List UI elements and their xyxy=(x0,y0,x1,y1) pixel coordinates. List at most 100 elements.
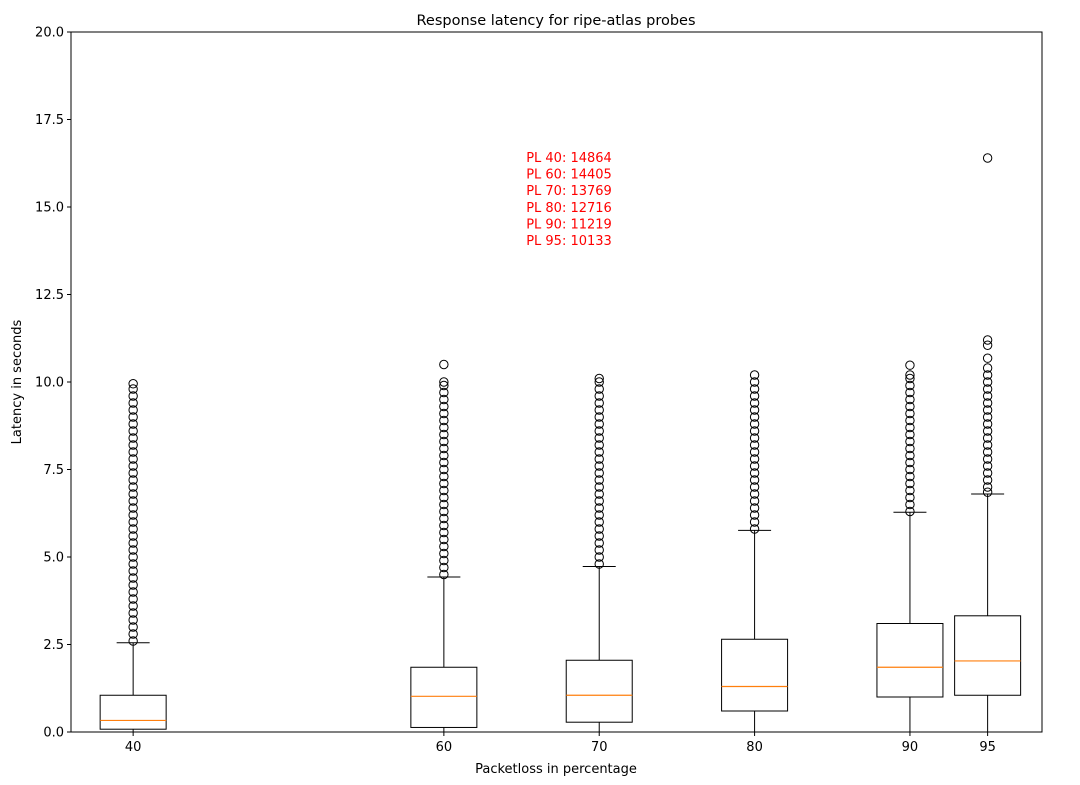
y-tick-label: 7.5 xyxy=(43,463,64,478)
outlier-point xyxy=(749,419,760,429)
outlier-point xyxy=(439,520,449,531)
outlier-point xyxy=(982,454,993,464)
outlier-point xyxy=(439,377,449,387)
outlier-point xyxy=(905,429,915,440)
outlier-point xyxy=(128,517,138,527)
outlier-point xyxy=(594,426,604,436)
outlier-point xyxy=(594,405,604,415)
outlier-point xyxy=(128,419,138,429)
box-iqr xyxy=(954,615,1022,696)
x-tick-label: 70 xyxy=(591,740,608,755)
outlier-point xyxy=(594,433,604,443)
outlier-point xyxy=(128,545,138,555)
outlier-point xyxy=(982,335,993,345)
outlier-point xyxy=(439,401,449,412)
outlier-point xyxy=(439,380,449,391)
outlier-point xyxy=(749,405,760,415)
outlier-point xyxy=(982,433,993,443)
x-tick-label: 80 xyxy=(746,740,763,755)
outlier-point xyxy=(128,538,138,548)
outlier-point xyxy=(128,489,138,499)
outlier-point xyxy=(749,482,760,492)
box-iqr xyxy=(876,623,944,698)
outlier-point xyxy=(594,384,604,394)
outlier-point xyxy=(749,454,760,464)
outlier-point xyxy=(128,510,138,520)
annotation-line: PL 80: 12716 xyxy=(526,201,612,216)
outlier-point xyxy=(905,408,915,419)
outlier-point xyxy=(439,513,449,524)
outlier-point xyxy=(982,419,993,429)
outlier-point xyxy=(749,524,760,534)
outlier-point xyxy=(594,503,604,513)
chart-title: Response latency for ripe-atlas probes xyxy=(416,13,695,29)
outlier-point xyxy=(128,461,138,471)
annotation-line: PL 40: 14864 xyxy=(526,151,612,166)
y-tick-label: 0.0 xyxy=(43,726,64,741)
outlier-point xyxy=(439,457,449,468)
outlier-point xyxy=(905,370,915,380)
outlier-point xyxy=(594,538,604,548)
outlier-point xyxy=(982,363,993,373)
outlier-point xyxy=(594,373,604,384)
outlier-point xyxy=(982,447,993,457)
y-tick-label: 5.0 xyxy=(43,551,64,566)
outlier-point xyxy=(439,527,449,538)
outlier-point xyxy=(749,377,760,387)
outlier-point xyxy=(749,517,760,527)
outlier-point xyxy=(594,447,604,457)
outlier-point xyxy=(594,482,604,492)
outlier-point xyxy=(905,373,915,384)
outlier-point xyxy=(749,412,760,422)
outlier-point xyxy=(594,517,604,527)
x-tick-label: 95 xyxy=(979,740,996,755)
outlier-point xyxy=(749,398,760,408)
outlier-point xyxy=(905,387,915,398)
outlier-point xyxy=(982,153,993,163)
outlier-point xyxy=(905,506,915,517)
annotation-line: PL 90: 11219 xyxy=(526,217,612,232)
outlier-point xyxy=(749,440,760,450)
outlier-point xyxy=(128,405,138,415)
outlier-point xyxy=(905,485,915,496)
outlier-point xyxy=(905,443,915,454)
outlier-point xyxy=(439,548,449,559)
outlier-point xyxy=(128,524,138,534)
outlier-point xyxy=(439,422,449,433)
outlier-point xyxy=(594,496,604,506)
outlier-point xyxy=(128,475,138,485)
outlier-point xyxy=(982,426,993,436)
outlier-point xyxy=(594,419,604,429)
outlier-point xyxy=(982,482,993,492)
outlier-point xyxy=(128,447,138,457)
outlier-point xyxy=(439,499,449,510)
outlier-point xyxy=(594,468,604,478)
x-axis-label: Packetloss in percentage xyxy=(475,762,637,777)
outlier-point xyxy=(594,531,604,541)
outlier-point xyxy=(439,394,449,405)
outlier-point xyxy=(749,489,760,499)
outlier-point xyxy=(749,384,760,394)
annotation-line: PL 70: 13769 xyxy=(526,184,612,199)
box-iqr xyxy=(721,638,789,712)
outlier-point xyxy=(128,496,138,506)
y-axis-label: Latency in seconds xyxy=(10,319,25,444)
outlier-point xyxy=(749,503,760,513)
outlier-point xyxy=(439,387,449,398)
outlier-point xyxy=(594,440,604,450)
annotation-line: PL 60: 14405 xyxy=(526,168,612,183)
box-iqr xyxy=(410,666,478,728)
outlier-point xyxy=(749,510,760,520)
outlier-point xyxy=(749,475,760,485)
outlier-point xyxy=(439,562,449,573)
outlier-point xyxy=(128,503,138,513)
outlier-point xyxy=(749,461,760,471)
outlier-point xyxy=(128,398,138,408)
outlier-point xyxy=(749,426,760,436)
outlier-point xyxy=(749,468,760,478)
y-tick-label: 17.5 xyxy=(35,113,64,128)
outlier-point xyxy=(594,489,604,499)
outlier-point xyxy=(439,450,449,461)
box-series xyxy=(99,153,1022,733)
